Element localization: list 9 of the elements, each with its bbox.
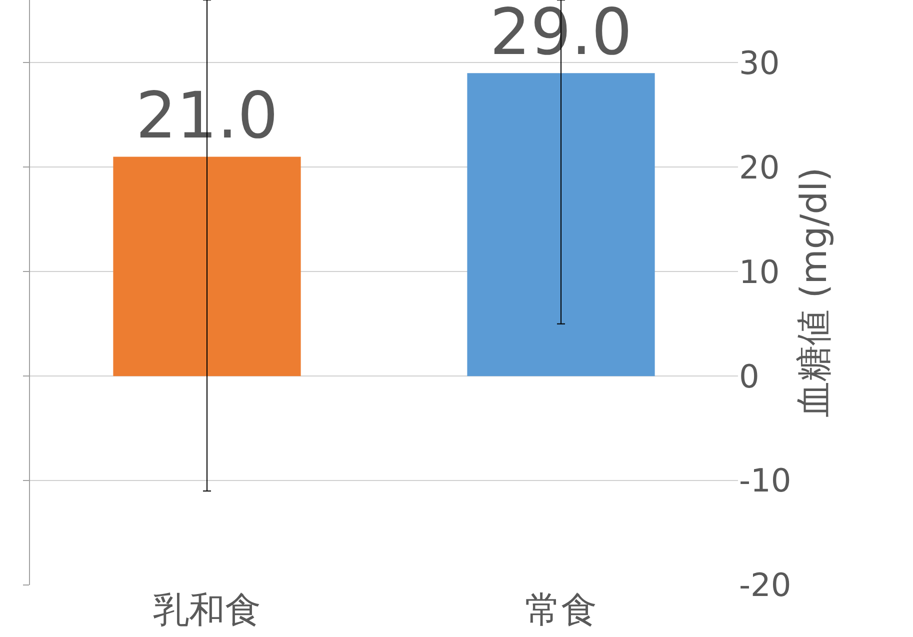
y-tick-label: 30 bbox=[739, 44, 780, 82]
x-tick-label: 乳和食 bbox=[153, 590, 261, 631]
y-axis-title: 血糖値 (mg/dl) bbox=[794, 167, 835, 418]
y-tick-label: 0 bbox=[739, 357, 760, 396]
y-tick-label: -20 bbox=[739, 566, 792, 604]
y-tick-label: 10 bbox=[739, 252, 780, 291]
y-tick-label: 20 bbox=[739, 148, 780, 186]
x-tick-label: 常食 bbox=[525, 590, 597, 631]
y-tick-label: -10 bbox=[739, 462, 792, 500]
